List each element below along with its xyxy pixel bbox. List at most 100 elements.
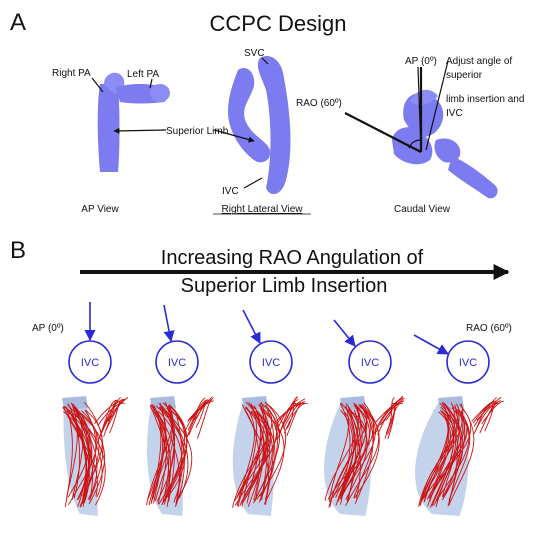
- panel-a-leaders: [91, 57, 449, 189]
- streamline: [232, 407, 273, 508]
- streamline: [429, 410, 468, 499]
- lateral-view-model: [228, 56, 291, 195]
- streamline: [66, 402, 78, 498]
- streamline-branch: [195, 401, 210, 428]
- streamline: [157, 410, 183, 503]
- streamline-model-2: [146, 396, 214, 516]
- streamline: [149, 404, 170, 507]
- streamline-branch: [286, 396, 298, 429]
- label-end-rao: RAO (60º): [466, 323, 512, 334]
- label-rao-angle: RAO (60º): [296, 98, 342, 109]
- streamline-branch: [384, 403, 403, 439]
- ivc-label-5: IVC: [459, 357, 477, 369]
- streamline: [347, 404, 361, 500]
- streamline: [338, 403, 361, 498]
- streamline-model-4: [324, 395, 405, 516]
- streamline: [435, 410, 457, 502]
- streamline: [339, 402, 359, 498]
- streamline-branch: [187, 399, 212, 423]
- streamline-branch: [276, 398, 306, 421]
- panel-a-letter: A: [10, 9, 26, 36]
- streamline-branch: [187, 397, 206, 431]
- streamline: [426, 408, 472, 500]
- streamline-branch: [377, 397, 405, 436]
- streamline-branch: [373, 397, 404, 436]
- streamline-branch: [473, 402, 499, 427]
- streamline: [329, 402, 370, 501]
- streamline: [332, 409, 354, 498]
- streamline: [146, 405, 173, 506]
- streamline: [73, 406, 103, 498]
- streamline-branch: [99, 400, 122, 439]
- streamline: [353, 403, 380, 499]
- ivc-label-4: IVC: [361, 357, 379, 369]
- streamline: [161, 405, 185, 507]
- streamline: [328, 404, 361, 508]
- streamline-branch: [276, 398, 299, 431]
- streamline: [241, 403, 258, 507]
- streamline: [448, 410, 466, 503]
- streamline-branch: [109, 398, 123, 434]
- streamline: [236, 406, 255, 507]
- streamline: [62, 407, 90, 503]
- ivc-indicator-1: IVC: [68, 302, 112, 384]
- streamline-branch: [279, 402, 301, 434]
- streamline: [67, 404, 93, 500]
- streamline: [337, 403, 351, 502]
- streamline: [244, 409, 260, 501]
- streamline-branch: [103, 397, 122, 437]
- caption-lateral-view: Right Lateral View: [222, 204, 304, 215]
- streamline: [84, 401, 104, 501]
- label-svc: SVC: [244, 48, 265, 59]
- streamline: [258, 408, 278, 503]
- streamline-model-1: [62, 396, 129, 516]
- ivc-indicator-2: IVC: [155, 304, 199, 384]
- streamline: [418, 402, 456, 507]
- streamline: [441, 402, 464, 501]
- streamline-branch: [471, 400, 496, 422]
- streamline-branch: [472, 402, 496, 424]
- caption-caudal-view: Caudal View: [394, 204, 451, 215]
- label-right-pa: Right PA: [52, 68, 91, 79]
- streamline: [328, 405, 350, 502]
- streamline-branch: [483, 402, 498, 421]
- label-adjust-2: superior: [446, 70, 483, 81]
- panel-b-letter: B: [10, 237, 26, 264]
- streamline-branch: [474, 396, 502, 433]
- label-left-pa: Left PA: [127, 69, 159, 80]
- label-start-ap: AP (0º): [32, 323, 64, 334]
- label-adjust-3: limb insertion and: [446, 94, 524, 105]
- streamline: [256, 401, 287, 500]
- streamline-branch: [476, 397, 497, 421]
- label-lateral-ivc: IVC: [222, 186, 239, 197]
- streamline: [421, 409, 460, 500]
- streamline: [237, 402, 265, 508]
- streamline-branch: [283, 402, 308, 434]
- caudal-view-model: [392, 89, 498, 199]
- streamline-models: [62, 395, 504, 516]
- streamline: [419, 404, 458, 506]
- streamline: [236, 404, 269, 498]
- streamline: [77, 410, 100, 507]
- panel-b-heading-line1: Increasing RAO Angulation of: [161, 247, 424, 269]
- streamline: [240, 411, 272, 505]
- streamline: [422, 406, 454, 499]
- streamline: [433, 407, 470, 506]
- caption-ap-view: AP View: [81, 204, 119, 215]
- streamline-model-3: [232, 396, 308, 516]
- streamline-branch: [374, 401, 404, 436]
- streamline-branch: [197, 397, 214, 439]
- streamline: [72, 404, 94, 501]
- streamline: [353, 409, 375, 499]
- streamline-model-5: [415, 396, 504, 516]
- ap-view-model: [97, 72, 170, 172]
- streamline: [345, 404, 380, 506]
- label-ap-angle: AP (0º): [405, 56, 437, 67]
- vessel-top: [62, 396, 88, 410]
- label-adjust-4: IVC: [446, 108, 463, 119]
- streamline-branch: [101, 396, 129, 434]
- streamline: [419, 402, 449, 506]
- ivc-label-2: IVC: [168, 357, 186, 369]
